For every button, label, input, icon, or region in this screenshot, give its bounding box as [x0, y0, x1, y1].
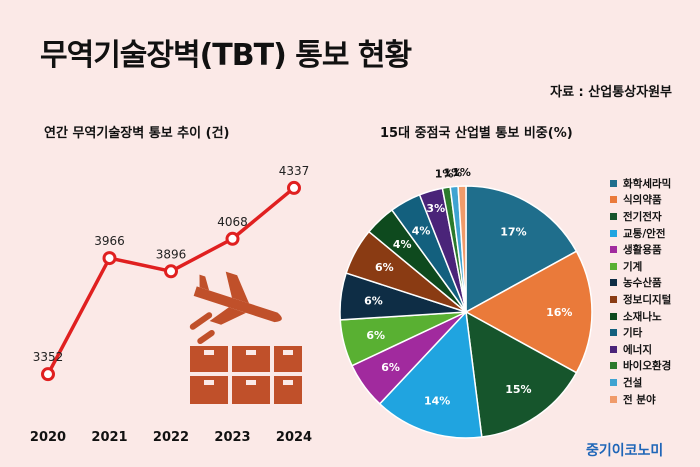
legend-label: 바이오환경	[623, 360, 672, 373]
legend-swatch	[610, 362, 617, 370]
plane-and-boxes-icon	[189, 271, 302, 404]
legend-label: 기타	[623, 327, 643, 340]
line-point	[287, 180, 301, 195]
legend-item: 식의약품	[610, 192, 671, 209]
legend-item: 농수산품	[610, 275, 671, 292]
brand-logo: 중기이코노미	[586, 443, 664, 459]
legend-swatch	[610, 378, 617, 386]
pie-slice	[339, 272, 467, 321]
pie-data-label: 3%	[426, 202, 445, 215]
pie-slice	[449, 185, 467, 313]
legend-item: 생활용품	[610, 241, 671, 258]
legend-item: 교통/안전	[610, 225, 671, 242]
pie-data-label: 1%	[443, 167, 462, 180]
pie-data-label: 4%	[393, 238, 412, 251]
pie-data-label: 15%	[505, 383, 531, 396]
legend-label: 생활용품	[623, 244, 662, 257]
pie-slice	[465, 185, 578, 314]
legend-swatch	[610, 179, 617, 187]
legend-label: 전기전자	[623, 210, 662, 223]
legend-label: 소재나노	[623, 310, 662, 323]
legend-item: 전기전자	[610, 208, 671, 225]
pie-slice	[465, 310, 578, 438]
pie-data-label: 6%	[366, 329, 385, 342]
x-tick-label: 2020	[30, 430, 66, 445]
legend-item: 건설	[610, 374, 671, 391]
line-point	[41, 367, 55, 382]
pie-slice	[441, 186, 467, 313]
x-tick-label: 2022	[153, 430, 189, 445]
legend-item: 기계	[610, 258, 671, 275]
x-tick-label: 2024	[276, 430, 312, 445]
line-point	[225, 231, 240, 246]
legend-swatch	[610, 229, 617, 237]
pie-slice	[464, 250, 593, 374]
line-data-label: 4337	[279, 164, 310, 178]
x-tick-label: 2023	[214, 430, 250, 445]
legend-swatch	[610, 295, 617, 303]
legend-item: 바이오환경	[610, 358, 671, 375]
line-chart-title: 연간 무역기술장벽 통보 추이 (건)	[44, 126, 230, 141]
line-data-label: 3352	[33, 350, 64, 364]
legend-label: 정보디지털	[623, 293, 672, 306]
line-data-label: 4068	[217, 215, 248, 229]
pie-data-label: 4%	[412, 224, 431, 237]
page-title: 무역기술장벽(TBT) 통보 현황	[40, 38, 412, 73]
legend-item: 기타	[610, 324, 671, 341]
legend-label: 기계	[623, 260, 643, 273]
legend-swatch	[610, 395, 617, 403]
legend-item: 소재나노	[610, 308, 671, 325]
pie-slice	[350, 311, 467, 405]
pie-data-label: 1%	[452, 166, 471, 179]
legend-label: 화학세라믹	[623, 177, 672, 190]
legend-item: 정보디지털	[610, 291, 671, 308]
legend-item: 전 분야	[610, 391, 671, 408]
pie-slice	[345, 230, 467, 313]
pie-data-label: 6%	[364, 294, 383, 307]
legend-swatch	[610, 246, 617, 254]
pie-slice	[390, 193, 467, 313]
pie-slice	[367, 209, 467, 313]
pie-chart-title: 15대 중점국 산업별 통보 비중(%)	[380, 126, 573, 141]
legend-swatch	[610, 196, 617, 204]
legend-item: 에너지	[610, 341, 671, 358]
source-note: 자료 : 산업통상자원부	[550, 85, 672, 100]
line-point	[102, 251, 117, 266]
pie-data-label: 16%	[546, 306, 572, 319]
pie-data-label: 6%	[381, 361, 400, 374]
legend-swatch	[610, 262, 617, 270]
legend-label: 농수산품	[623, 277, 662, 290]
legend-swatch	[610, 312, 617, 320]
pie-data-label: 14%	[424, 395, 450, 408]
pie-data-label: 17%	[500, 226, 526, 239]
legend-label: 식의약품	[623, 194, 662, 207]
pie-slice	[378, 310, 483, 439]
legend-swatch	[610, 329, 617, 337]
legend-label: 에너지	[623, 343, 652, 356]
line-point	[164, 264, 178, 279]
legend-item: 화학세라믹	[610, 175, 671, 192]
pie-slice	[339, 311, 467, 367]
pie-slice	[418, 187, 467, 313]
pie-slice	[457, 185, 467, 313]
x-tick-label: 2021	[91, 430, 127, 445]
line-data-label: 3896	[156, 247, 187, 261]
legend-swatch	[610, 212, 617, 220]
legend-label: 건설	[623, 376, 643, 389]
pie-data-label: 1%	[435, 168, 454, 181]
legend-label: 교통/안전	[623, 227, 666, 240]
legend-swatch	[610, 345, 617, 353]
line-chart: 3352 3966 3896 4068 4337 2020 2021 2022 2023 2024	[30, 164, 312, 445]
pie-data-label: 6%	[375, 261, 394, 274]
line-data-label: 3966	[94, 234, 125, 248]
legend-label: 전 분야	[623, 393, 656, 406]
legend-swatch	[610, 279, 617, 287]
